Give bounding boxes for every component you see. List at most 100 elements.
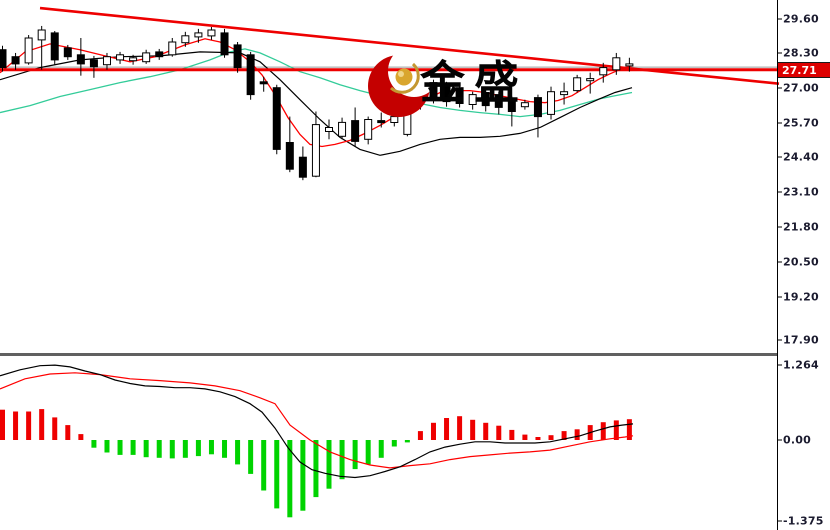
macd-bar-positive — [26, 411, 32, 440]
macd-bar-positive — [444, 418, 450, 440]
candle-down — [76, 54, 85, 65]
macd-bar-negative — [300, 440, 306, 511]
indicator-axis-label: 0.00 — [783, 433, 811, 447]
watermark-logo — [368, 55, 430, 117]
indicator-axis-label: 1.264 — [783, 358, 819, 372]
candle-down — [494, 94, 503, 108]
macd-bar-positive — [65, 425, 71, 440]
price-axis-label: 27.00 — [783, 81, 819, 95]
current-price-value: 27.71 — [782, 64, 817, 77]
candle-up — [390, 116, 399, 123]
macd-bar-positive — [52, 417, 58, 440]
macd-bar-positive — [430, 422, 436, 440]
dif-macd-line — [0, 364, 634, 479]
macd-bar-negative — [352, 440, 358, 470]
macd-bar-negative — [326, 440, 332, 489]
gold-ball-icon — [395, 68, 413, 86]
candle-up — [586, 78, 595, 82]
candle-down — [233, 44, 242, 69]
candle-down — [481, 92, 490, 107]
macd-bar-negative — [287, 440, 293, 518]
candle-down — [533, 97, 542, 118]
candle-up — [547, 91, 556, 115]
descending-trendline — [39, 6, 780, 85]
price-axis-label: 17.90 — [783, 333, 819, 347]
macd-bar-positive — [13, 411, 19, 440]
price-axis-label: 20.50 — [783, 255, 819, 269]
macd-bar-negative — [117, 440, 123, 455]
candle-down — [429, 82, 438, 101]
macd-bar-positive — [417, 431, 423, 440]
indicator-axis-label: -1.375 — [783, 514, 824, 528]
macd-panel — [0, 364, 634, 518]
macd-bar-negative — [169, 440, 175, 459]
candle-down — [351, 120, 360, 142]
macd-bar-negative — [208, 440, 214, 455]
macd-bar-negative — [156, 440, 162, 458]
candle-up — [102, 56, 111, 66]
candle-down — [259, 81, 268, 85]
macd-bar-positive — [561, 431, 567, 440]
current-price-badge: 27.71 — [778, 62, 830, 78]
candle-up — [520, 102, 529, 108]
candle-down — [155, 51, 164, 58]
candle-up — [625, 63, 634, 67]
candle-up — [573, 77, 582, 92]
candle-down — [63, 47, 72, 58]
macd-bar-negative — [261, 440, 267, 491]
candle-down — [507, 99, 516, 112]
macd-bar-negative — [313, 440, 319, 498]
candle-down — [0, 49, 7, 69]
candle-down — [246, 54, 255, 96]
macd-bar-positive — [483, 422, 489, 440]
macd-bar-negative — [182, 440, 188, 458]
candles-layer — [0, 25, 634, 181]
macd-bar-positive — [600, 422, 606, 440]
candle-down — [285, 142, 294, 170]
macd-bar-positive — [522, 434, 528, 440]
panel-separator — [0, 353, 777, 356]
price-axis-label: 29.60 — [783, 12, 819, 26]
macd-bar-negative — [130, 440, 136, 455]
candle-down — [11, 56, 20, 65]
candle-down — [377, 120, 386, 124]
chart-frame — [0, 0, 782, 530]
macd-bar-negative — [365, 440, 371, 465]
candle-up — [338, 121, 347, 137]
macd-bar-positive — [509, 429, 515, 440]
candle-down — [89, 59, 98, 68]
candle-up — [560, 91, 569, 96]
candle-up — [612, 57, 621, 71]
macd-bar-negative — [339, 440, 345, 480]
candle-up — [116, 54, 125, 61]
candle-down — [455, 87, 464, 104]
macd-bar-negative — [404, 440, 410, 443]
macd-bar-negative — [222, 440, 228, 458]
price-axis-label: 23.10 — [783, 185, 819, 199]
macd-bar-negative — [391, 440, 397, 447]
macd-bar-positive — [0, 409, 5, 440]
price-axis-label: 25.70 — [783, 116, 819, 130]
macd-bar-positive — [39, 409, 45, 440]
candle-down — [298, 156, 307, 178]
gold-ring-icon — [389, 62, 420, 94]
macd-bar-positive — [574, 429, 580, 440]
candle-down — [442, 84, 451, 103]
watermark-text: 金盛 — [420, 56, 529, 109]
macd-bar-positive — [535, 437, 541, 440]
macd-bar-negative — [104, 440, 110, 453]
gold-ball-highlight — [398, 71, 404, 77]
candle-up — [37, 29, 46, 41]
price-axis-label: 28.30 — [783, 46, 819, 60]
macd-bar-positive — [496, 425, 502, 440]
ma-green-line — [0, 48, 633, 118]
macd-bar-positive — [626, 419, 632, 440]
candle-down — [220, 32, 229, 56]
macd-bar-negative — [378, 440, 384, 458]
price-axis-label: 21.80 — [783, 220, 819, 234]
candle-up — [311, 124, 320, 177]
macd-bar-positive — [548, 435, 554, 440]
macd-bar-negative — [143, 440, 149, 458]
macd-bar-negative — [235, 440, 241, 465]
